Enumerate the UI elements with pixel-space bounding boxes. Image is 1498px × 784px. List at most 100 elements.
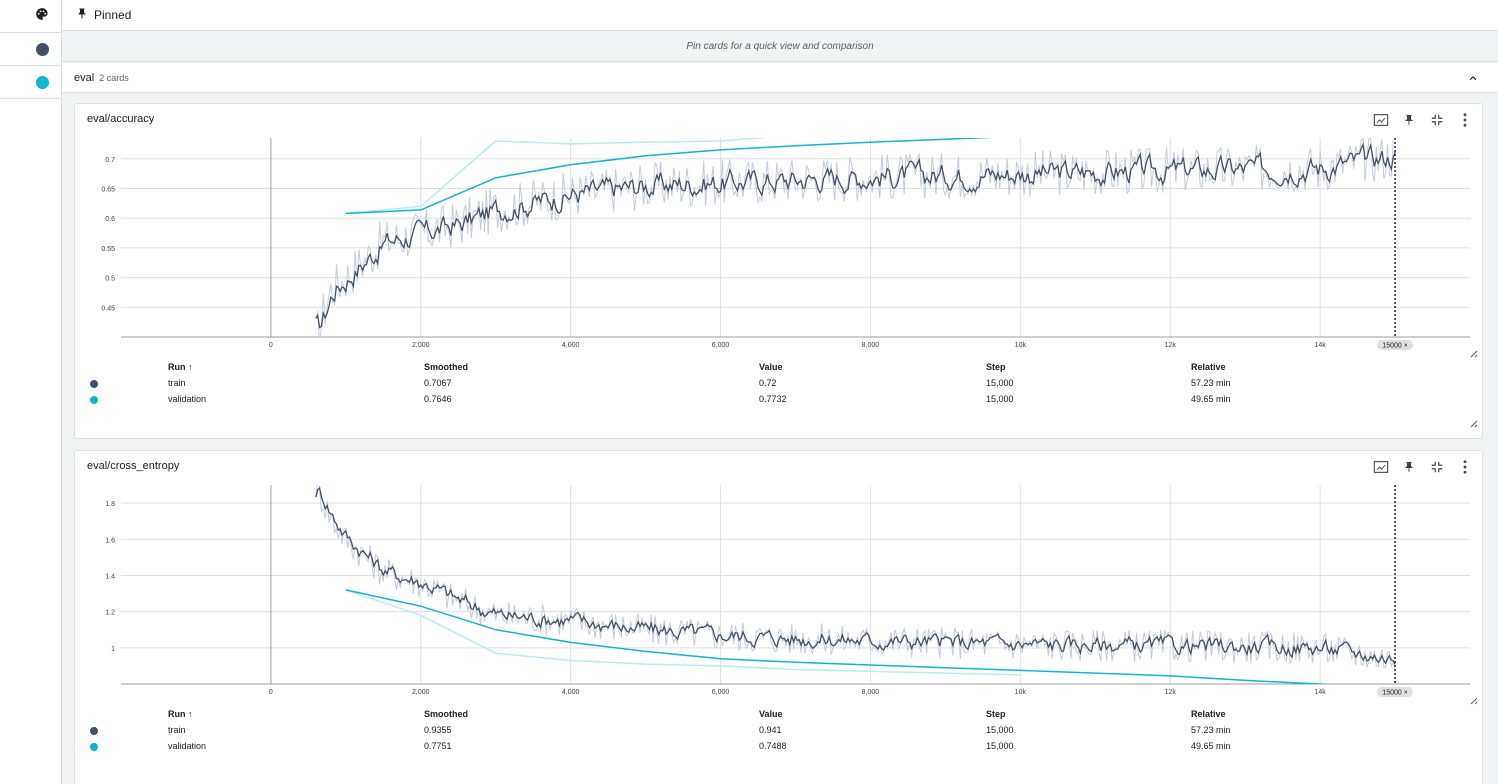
step-marker-label: 15000 ×	[1382, 690, 1408, 697]
col-smoothed[interactable]: Smoothed	[424, 709, 468, 719]
series-line-validation	[345, 589, 1333, 684]
x-tick-label: 6,000	[712, 689, 730, 696]
run-row-validation[interactable]	[0, 66, 61, 99]
x-tick-label: 8,000	[862, 342, 880, 349]
pinned-label: Pinned	[94, 8, 132, 22]
x-tick-label: 4,000	[562, 689, 580, 696]
col-smoothed[interactable]: Smoothed	[424, 362, 468, 372]
pinned-section-header: Pinned	[62, 0, 1498, 31]
pinned-empty-hint: Pin cards for a quick view and compariso…	[62, 31, 1498, 62]
y-tick-label: 0.45	[101, 305, 115, 312]
step-marker-label: 15000 ×	[1382, 343, 1408, 350]
data-table: Run ↑ Smoothed Value Step Relative train…	[87, 707, 1467, 755]
y-tick-label: 0.65	[101, 186, 115, 193]
series-line-validation	[345, 138, 995, 215]
col-value[interactable]: Value	[759, 709, 783, 719]
card-title: eval/accuracy	[87, 113, 155, 125]
x-tick-label: 12k	[1165, 689, 1177, 696]
relative-value: 49.65 min	[1191, 394, 1231, 404]
run-color-dot-validation[interactable]	[36, 75, 49, 89]
run-name: validation	[168, 394, 207, 404]
relative-value: 57.23 min	[1191, 378, 1231, 388]
card-toolbar	[1372, 458, 1474, 476]
col-run[interactable]: Run ↑	[168, 362, 193, 372]
x-tick-label: 14k	[1314, 342, 1326, 349]
table-header-row: Run ↑ Smoothed Value Step Relative	[87, 707, 1467, 723]
table-row: validation 0.7646 0.7732 15,000 49.65 mi…	[87, 392, 1467, 408]
plot-area	[315, 485, 1396, 684]
x-tick-label: 6,000	[712, 342, 730, 349]
card-title: eval/cross_entropy	[87, 460, 180, 472]
x-tick-label: 10k	[1015, 689, 1027, 696]
table-row: train 0.9355 0.941 15,000 57.23 min	[87, 723, 1467, 739]
more-vert-icon[interactable]	[1456, 111, 1474, 129]
fit-domain-icon[interactable]	[1372, 111, 1390, 129]
x-tick-label: 0	[269, 342, 273, 349]
y-tick-label: 1.8	[105, 501, 115, 508]
x-tick-label: 12k	[1165, 342, 1177, 349]
fit-domain-icon[interactable]	[1372, 458, 1390, 476]
pin-icon	[76, 7, 94, 23]
x-tick-label: 10k	[1015, 342, 1027, 349]
resize-handle-icon[interactable]	[1468, 348, 1478, 358]
pin-card-icon[interactable]	[1400, 111, 1418, 129]
y-tick-label: 0.6	[105, 216, 115, 223]
pin-card-icon[interactable]	[1400, 458, 1418, 476]
col-relative[interactable]: Relative	[1191, 709, 1226, 719]
step-value: 15,000	[986, 378, 1014, 388]
series-line-train	[315, 142, 1396, 329]
series-line-validation-raw	[345, 589, 1021, 676]
table-resize-handle-icon[interactable]	[1468, 418, 1478, 428]
table-row: validation 0.7751 0.7488 15,000 49.65 mi…	[87, 739, 1467, 755]
raw-value: 0.941	[759, 725, 782, 735]
collapse-card-icon[interactable]	[1428, 111, 1446, 129]
raw-value: 0.7732	[759, 394, 787, 404]
data-table: Run ↑ Smoothed Value Step Relative train…	[87, 360, 1467, 408]
y-tick-label: 1.2	[105, 610, 115, 617]
step-value: 15,000	[986, 725, 1014, 735]
cross-entropy-chart[interactable]: 1 1.2 1.4 1.6 1.8 0 2,000 4,000 6,000 8,000 10k 12k…	[75, 451, 1484, 711]
run-color-dot	[90, 743, 98, 751]
series-line-validation-raw	[345, 138, 768, 215]
group-card-count: 2 cards	[99, 72, 129, 83]
scalar-card-accuracy: eval/accuracy 0.45 0.5 0.55 0.6 0.65 0.7 0 2,00…	[74, 103, 1483, 439]
chevron-up-icon[interactable]	[1466, 71, 1480, 85]
collapse-card-icon[interactable]	[1428, 458, 1446, 476]
col-step[interactable]: Step	[986, 709, 1006, 719]
run-color-dot	[90, 396, 98, 404]
y-tick-label: 1	[111, 646, 115, 653]
runs-sidebar	[0, 0, 62, 784]
step-value: 15,000	[986, 741, 1014, 751]
run-color-dot	[90, 727, 98, 735]
more-vert-icon[interactable]	[1456, 458, 1474, 476]
accuracy-chart[interactable]: 0.45 0.5 0.55 0.6 0.65 0.7 0 2,000 4,000 6,000 8,0…	[75, 104, 1484, 364]
main-panel: Pinned Pin cards for a quick view and co…	[62, 0, 1498, 784]
x-tick-label: 14k	[1314, 689, 1326, 696]
x-tick-label: 4,000	[562, 342, 580, 349]
x-tick-label: 0	[269, 689, 273, 696]
col-run[interactable]: Run ↑	[168, 709, 193, 719]
series-line-train-raw	[315, 138, 1396, 337]
relative-value: 49.65 min	[1191, 741, 1231, 751]
col-step[interactable]: Step	[986, 362, 1006, 372]
card-group-header[interactable]: eval 2 cards	[62, 63, 1498, 93]
x-tick-label: 2,000	[412, 689, 430, 696]
smoothed-value: 0.7067	[424, 378, 452, 388]
run-row-train[interactable]	[0, 33, 61, 66]
y-tick-label: 1.4	[105, 573, 115, 580]
smoothed-value: 0.7646	[424, 394, 452, 404]
resize-handle-icon[interactable]	[1468, 695, 1478, 705]
palette-icon[interactable]	[35, 7, 49, 26]
col-relative[interactable]: Relative	[1191, 362, 1226, 372]
plot-area	[315, 138, 1396, 337]
run-name: train	[168, 725, 186, 735]
palette-row	[0, 0, 61, 33]
group-name: eval	[74, 71, 95, 84]
x-tick-label: 2,000	[412, 342, 430, 349]
step-marker-chip	[1377, 687, 1414, 697]
col-value[interactable]: Value	[759, 362, 783, 372]
run-color-dot-train[interactable]	[36, 42, 49, 56]
raw-value: 0.72	[759, 378, 777, 388]
run-color-dot	[90, 380, 98, 388]
